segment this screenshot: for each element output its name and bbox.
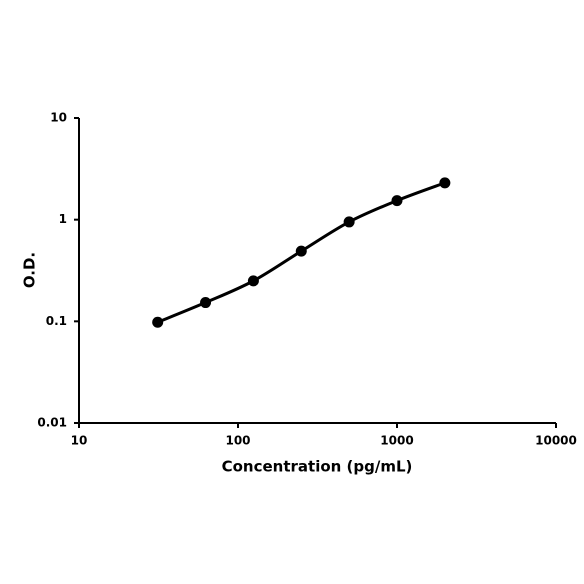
marker xyxy=(200,297,212,309)
marker xyxy=(391,195,403,207)
y-axis-title: O.D. xyxy=(21,252,39,288)
x-tick-label: 1000 xyxy=(380,434,413,448)
marker xyxy=(247,275,259,287)
y-tick-label: 0.01 xyxy=(37,416,67,430)
x-axis-title: Concentration (pg/mL) xyxy=(222,458,413,476)
x-tick-label: 100 xyxy=(225,434,250,448)
y-tick-label: 10 xyxy=(50,111,67,125)
y-tick-label: 0.1 xyxy=(46,314,67,328)
y-tick-label: 1 xyxy=(59,212,67,226)
marker xyxy=(343,216,355,228)
marker xyxy=(295,245,307,257)
x-tick-label: 10000 xyxy=(535,434,577,448)
marker xyxy=(152,316,164,328)
marker xyxy=(439,177,451,189)
x-tick-label: 10 xyxy=(71,434,88,448)
